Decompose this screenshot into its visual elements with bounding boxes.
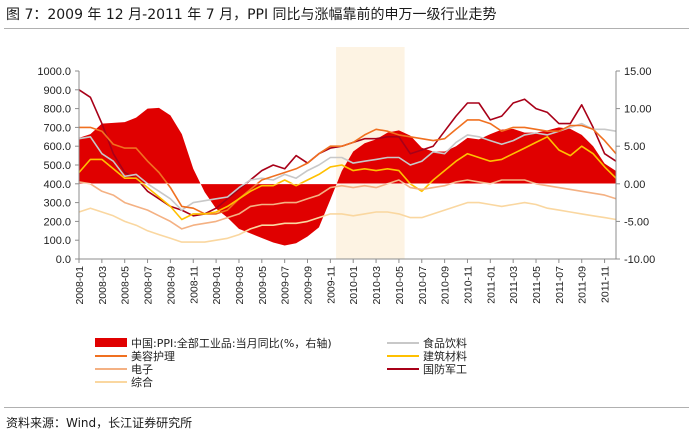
legend-label-0: 中国:PPI:全部工业品:当月同比(%，右轴) [131, 336, 332, 350]
legend-label-1: 食品饮料 [423, 336, 467, 350]
right-tick-label: -10.00 [624, 254, 655, 266]
x-tick-label: 2008-09 [165, 266, 177, 305]
legend-label-6: 综合 [131, 375, 153, 389]
x-tick-label: 2008-03 [97, 266, 109, 305]
x-tick-label: 2010-09 [440, 266, 452, 305]
x-tick-label: 2011-03 [508, 266, 520, 304]
series-line-5 [78, 179, 617, 230]
x-tick-label: 2008-05 [120, 266, 132, 305]
x-tick-label: 2009-03 [234, 266, 246, 305]
series-line-3 [78, 136, 617, 221]
x-tick-label: 2010-11 [463, 266, 475, 304]
x-tick-label: 2010-07 [417, 266, 429, 305]
legend-label-5: 电子 [131, 363, 153, 376]
x-tick-label: 2009-09 [303, 266, 315, 305]
right-tick-label: -5.00 [624, 216, 649, 228]
right-tick-label: 5.00 [624, 141, 645, 153]
left-tick-label: 900.0 [43, 85, 71, 97]
x-tick-label: 2009-05 [257, 266, 269, 305]
series-line-1 [78, 122, 617, 211]
legend-swatch-0 [95, 338, 127, 347]
left-tick-label: 800.0 [43, 104, 71, 116]
left-tick-label: 0.0 [56, 254, 71, 266]
left-tick-label: 200.0 [43, 216, 71, 228]
x-tick-label: 2011-11 [600, 266, 612, 303]
x-tick-label: 2008-11 [188, 266, 200, 304]
series-area-ppi [79, 107, 616, 246]
source-divider [4, 407, 689, 408]
x-tick-label: 2010-01 [348, 266, 360, 305]
series-line-2 [79, 119, 617, 215]
x-tick-label: 2008-01 [74, 266, 86, 305]
left-tick-label: 600.0 [43, 141, 71, 153]
left-tick-label: 1000.0 [37, 66, 71, 78]
left-tick-label: 400.0 [43, 179, 71, 191]
right-tick-label: 0.00 [624, 179, 645, 191]
series-line-6 [78, 201, 617, 243]
x-tick-label: 2009-01 [211, 266, 223, 305]
right-tick-label: 10.00 [624, 104, 652, 116]
x-tick-label: 2008-07 [143, 266, 155, 305]
left-tick-label: 500.0 [43, 160, 71, 172]
x-tick-label: 2010-05 [394, 266, 406, 305]
figure-source: 资料来源：Wind，长江证券研究所 [6, 416, 193, 430]
left-tick-label: 100.0 [43, 235, 71, 247]
right-tick-label: 15.00 [624, 66, 652, 78]
x-tick-label: 2011-01 [485, 266, 497, 304]
x-tick-label: 2009-11 [325, 266, 337, 304]
x-tick-label: 2011-07 [554, 266, 566, 304]
legend-label-3: 建筑材料 [423, 349, 467, 363]
legend-label-4: 国防军工 [423, 362, 467, 376]
x-tick-label: 2010-03 [371, 266, 383, 305]
title-divider [4, 28, 689, 29]
legend-label-2: 美容护理 [131, 349, 175, 363]
x-tick-label: 2009-07 [280, 266, 292, 305]
figure-title: 图 7：2009 年 12 月-2011 年 7 月，PPI 同比与涨幅靠前的申… [6, 7, 497, 23]
left-tick-label: 700.0 [43, 122, 71, 134]
left-tick-label: 300.0 [43, 198, 71, 210]
x-tick-label: 2011-05 [531, 266, 543, 304]
x-tick-label: 2011-09 [577, 266, 589, 304]
